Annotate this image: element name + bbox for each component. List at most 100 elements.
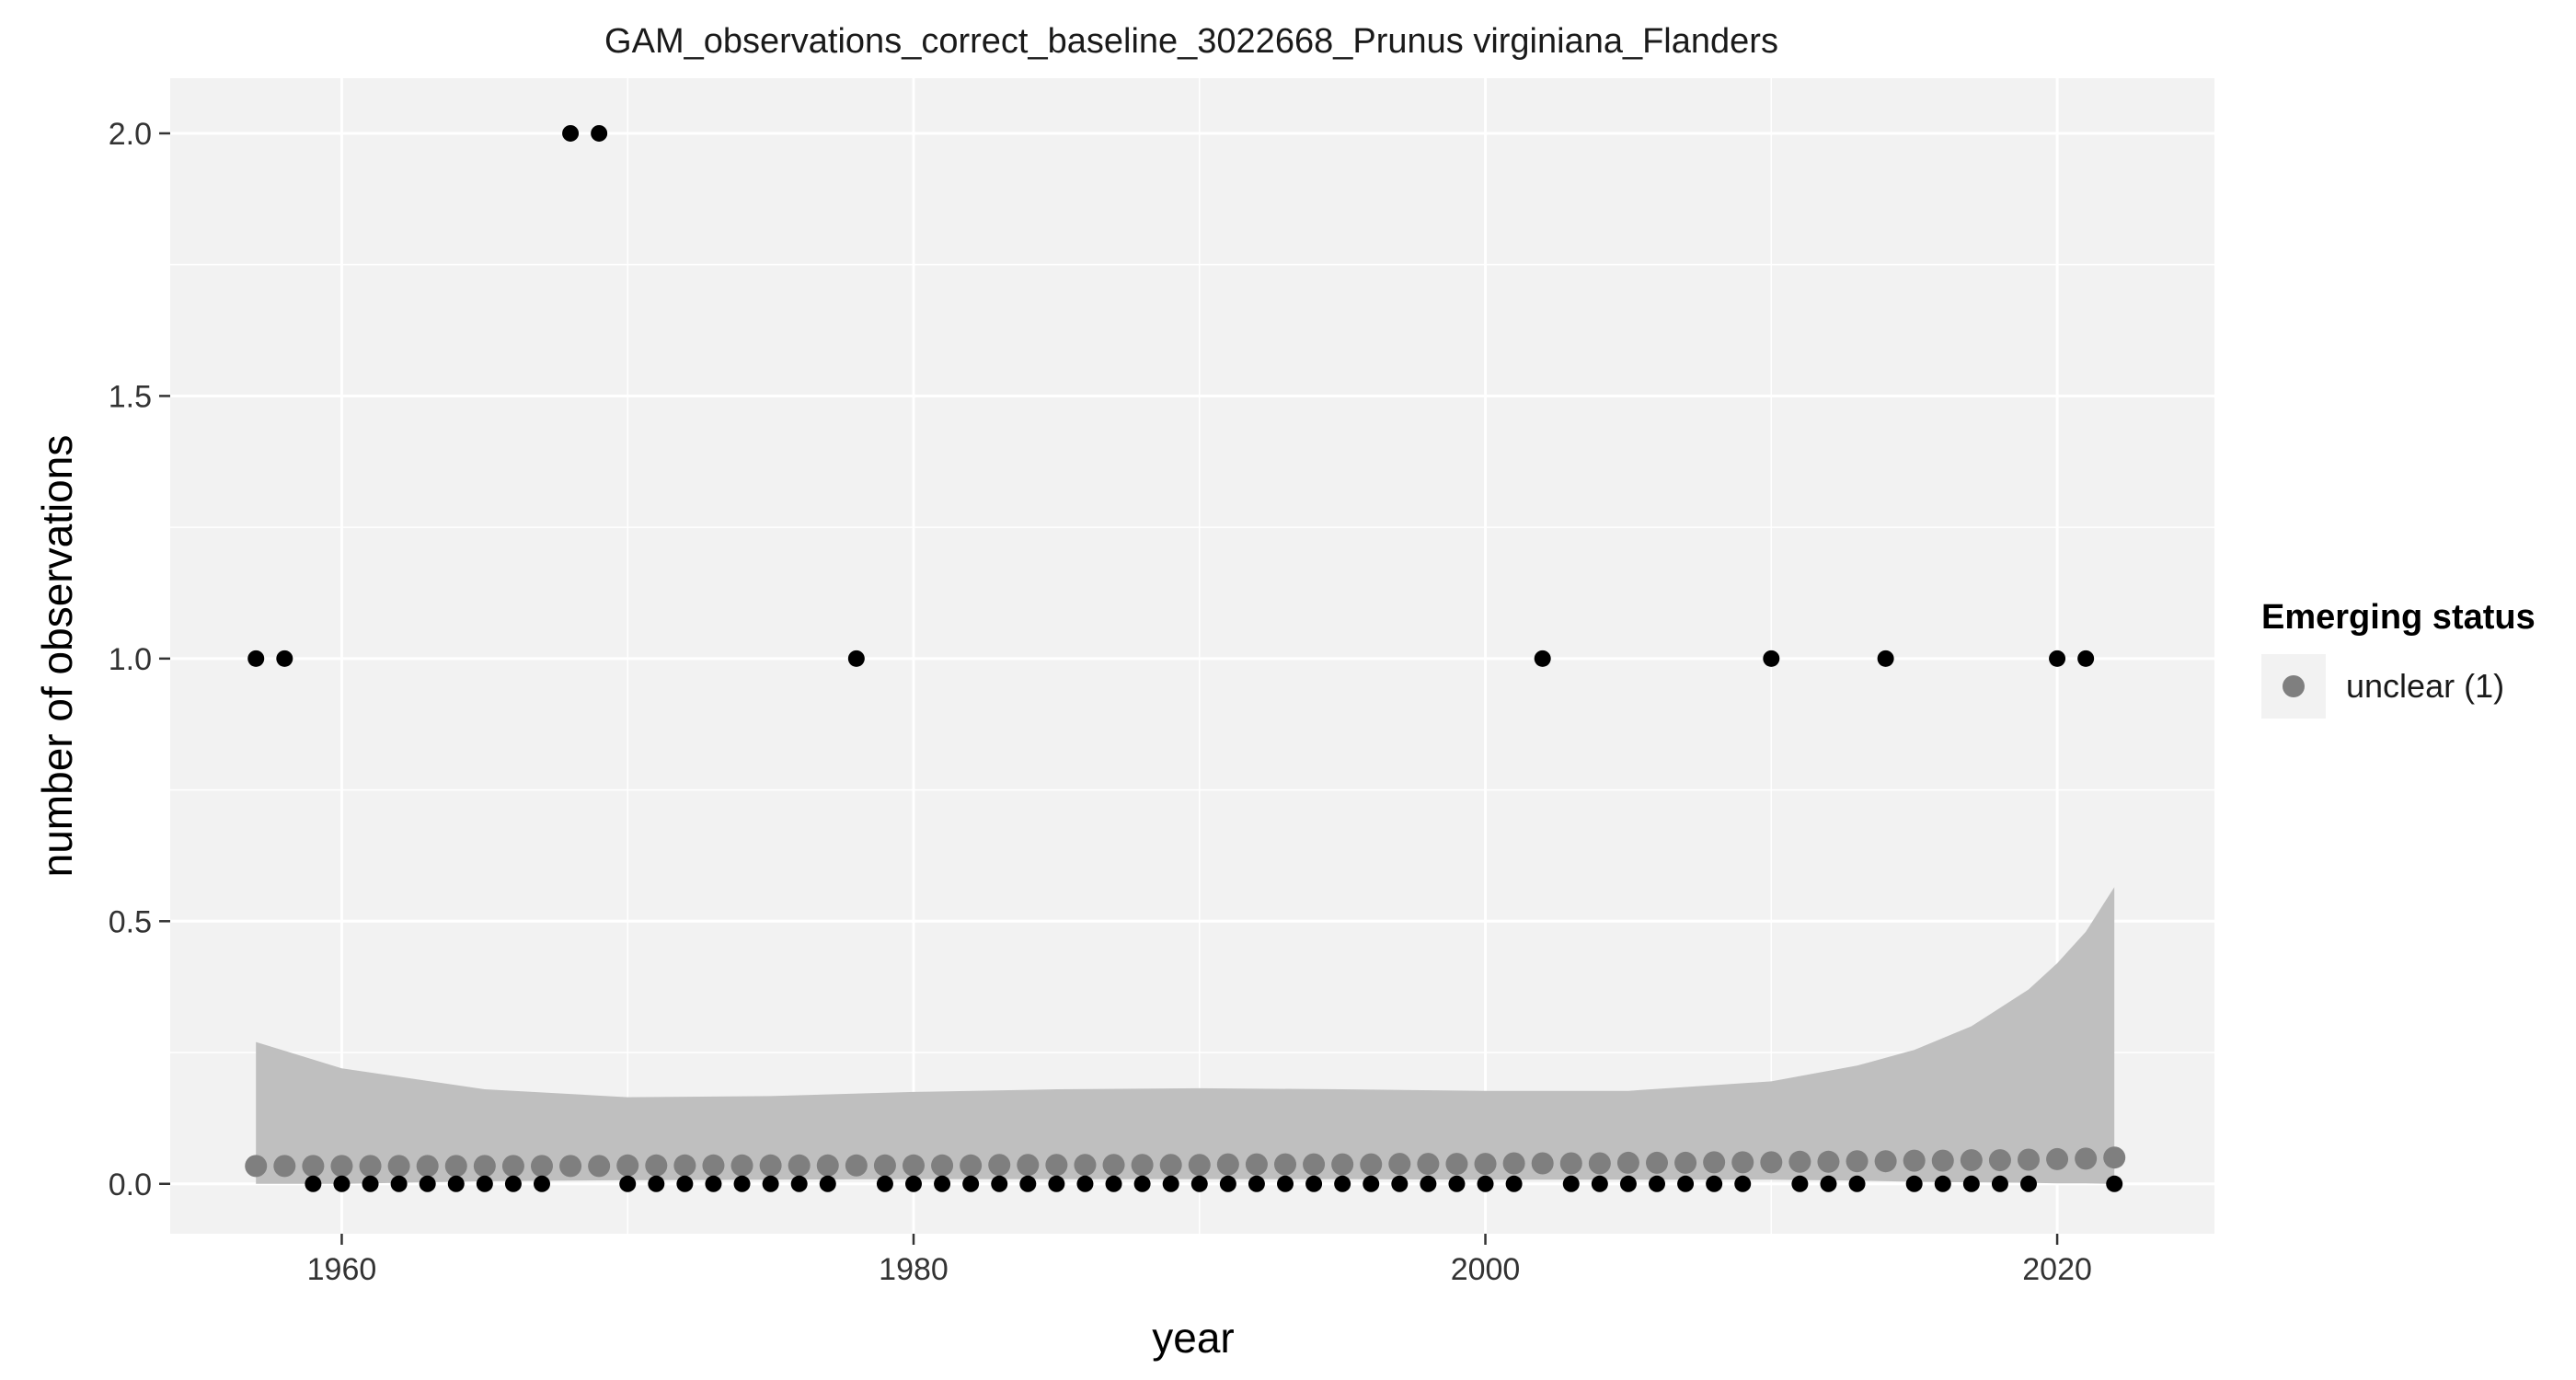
observed-point	[934, 1175, 951, 1192]
observed-point	[1934, 1175, 1951, 1192]
observed-point	[1391, 1175, 1409, 1192]
x-axis-title: year	[1152, 1314, 1234, 1362]
y-axis: 0.0 0.5 1.0 1.5 2.0	[109, 117, 170, 1202]
y-tick-label: 0.0	[109, 1167, 152, 1202]
observed-point	[1562, 1175, 1580, 1192]
observed-point	[1162, 1175, 1179, 1192]
observed-point	[1420, 1175, 1437, 1192]
observed-point	[819, 1175, 836, 1192]
fit-point	[616, 1154, 639, 1177]
fit-point	[845, 1154, 868, 1177]
x-tick-label: 1960	[307, 1252, 377, 1287]
observed-point	[790, 1175, 808, 1192]
observed-point	[2106, 1175, 2123, 1192]
fit-point	[1331, 1153, 1354, 1176]
fit-point	[702, 1154, 725, 1177]
fit-point	[1846, 1150, 1869, 1173]
fit-point	[1646, 1151, 1668, 1174]
fit-point	[416, 1155, 439, 1178]
confidence-ribbon	[256, 887, 2115, 1184]
fit-point	[1445, 1153, 1468, 1176]
fit-point	[387, 1155, 410, 1178]
fit-point	[988, 1154, 1011, 1177]
observed-point	[1477, 1175, 1494, 1192]
observed-point	[390, 1175, 408, 1192]
legend-title: Emerging status	[2261, 598, 2536, 637]
fit-point	[2075, 1147, 2098, 1170]
fit-point	[302, 1155, 325, 1178]
observed-point	[1219, 1175, 1236, 1192]
fit-point	[1102, 1154, 1125, 1177]
fit-point	[1245, 1153, 1268, 1176]
fit-point	[1074, 1154, 1097, 1177]
observed-point	[1076, 1175, 1094, 1192]
fit-point	[1817, 1150, 1840, 1173]
fit-point	[1188, 1154, 1211, 1177]
observed-point	[1905, 1175, 1923, 1192]
observed-point	[1019, 1175, 1037, 1192]
fit-point	[501, 1155, 524, 1178]
observed-point	[562, 124, 580, 142]
fit-point	[1474, 1153, 1497, 1176]
fit-point	[788, 1154, 811, 1177]
y-tick-label: 0.5	[109, 904, 152, 939]
fit-point	[1931, 1149, 1954, 1172]
observed-point	[362, 1175, 379, 1192]
observed-point	[1105, 1175, 1122, 1192]
observed-point	[962, 1175, 980, 1192]
fit-point	[1960, 1149, 1983, 1172]
fit-point	[531, 1155, 553, 1178]
fit-point	[1017, 1154, 1040, 1177]
legend-key-unclear	[2283, 675, 2305, 697]
observed-point	[619, 1175, 637, 1192]
observed-point	[2049, 650, 2066, 667]
observed-point	[591, 124, 608, 142]
observed-points	[247, 124, 2123, 1192]
fit-point	[1502, 1152, 1525, 1175]
fit-point	[1674, 1151, 1697, 1174]
fit-point	[1131, 1154, 1154, 1177]
observed-point	[476, 1175, 493, 1192]
observed-point	[1248, 1175, 1265, 1192]
y-tick-label: 1.5	[109, 379, 152, 414]
x-tick-label: 1980	[879, 1252, 949, 1287]
fit-point	[1531, 1152, 1554, 1175]
observed-point	[333, 1175, 351, 1192]
observed-point	[1277, 1175, 1294, 1192]
observed-point	[1962, 1175, 1980, 1192]
observed-point	[534, 1175, 550, 1192]
observed-point	[1619, 1175, 1637, 1192]
fit-point	[1216, 1153, 1239, 1176]
observed-point	[1791, 1175, 1809, 1192]
observed-point	[1048, 1175, 1065, 1192]
observed-point	[648, 1175, 665, 1192]
x-tick-label: 2000	[1451, 1252, 1521, 1287]
observed-point	[447, 1175, 465, 1192]
observed-point	[2020, 1175, 2037, 1192]
observed-point	[1734, 1175, 1752, 1192]
fit-point	[673, 1154, 696, 1177]
observed-point	[419, 1175, 436, 1192]
fit-point	[1988, 1149, 2011, 1172]
fit-point	[645, 1154, 668, 1177]
legend: Emerging status unclear (1)	[2261, 598, 2536, 719]
fit-point	[359, 1155, 382, 1178]
chart-title: GAM_observations_correct_baseline_302266…	[604, 22, 1778, 61]
observed-point	[991, 1175, 1008, 1192]
fit-point	[559, 1155, 582, 1178]
observed-point	[504, 1175, 522, 1192]
observed-point	[762, 1175, 779, 1192]
fit-point	[444, 1155, 467, 1178]
observed-point	[1448, 1175, 1466, 1192]
fit-point	[473, 1155, 496, 1178]
fit-point	[1788, 1150, 1811, 1173]
observed-point	[1677, 1175, 1695, 1192]
fit-point	[2103, 1146, 2126, 1169]
fit-point	[2046, 1147, 2069, 1170]
fit-point	[873, 1154, 896, 1177]
observed-point	[1991, 1175, 2008, 1192]
observed-point	[1706, 1175, 1723, 1192]
fit-point	[2018, 1148, 2040, 1171]
fit-point	[1903, 1149, 1926, 1172]
observed-point	[1363, 1175, 1380, 1192]
